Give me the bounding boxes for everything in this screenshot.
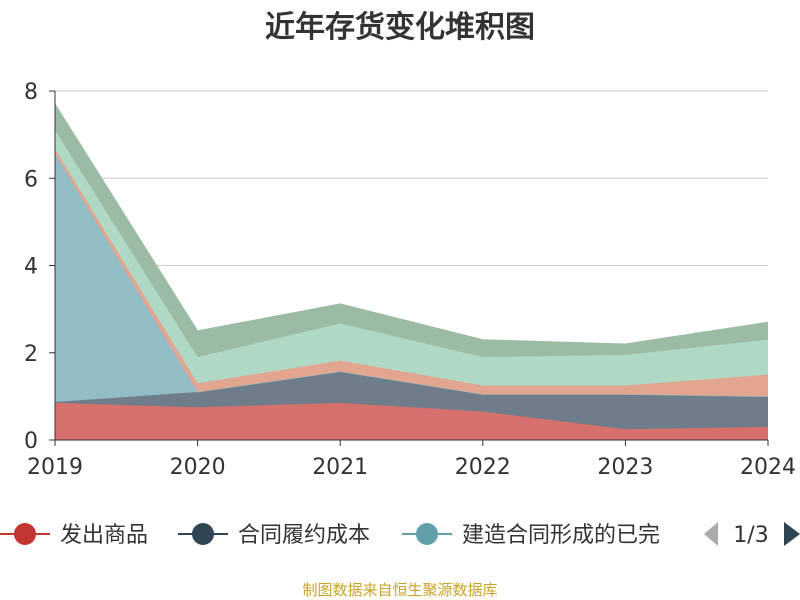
series-area-5 [55,130,768,386]
legend-page-indicator: 1/3 [733,523,768,548]
legend: 发出商品 合同履约成本 建造合同形成的已完 1/3 [0,522,800,548]
x-tick-label: 2021 [312,455,368,480]
legend-label-2: 合同履约成本 [238,523,370,548]
legend-prev-page-icon[interactable] [704,522,718,546]
x-tick-label: 2023 [597,455,653,480]
series-area-1 [55,402,768,440]
data-source-note: 制图数据来自恒生聚源数据库 [302,581,497,599]
x-tick-label: 2024 [740,455,796,480]
x-tick-label: 2019 [27,455,83,480]
y-tick-label: 4 [24,255,38,280]
y-tick-label: 8 [24,80,38,105]
legend-label-3: 建造合同形成的已完 [462,523,660,548]
series-area-2 [55,371,768,430]
stacked-areas [54,103,769,440]
axes: 2019 2020 2021 2022 2023 2024 [27,90,796,480]
chart-title: 近年存货变化堆积图 [265,10,535,45]
legend-marker-2 [192,523,214,545]
series-line-6 [54,103,769,345]
legend-marker-1 [14,523,36,545]
legend-label-1: 发出商品 [60,523,148,548]
series-area-3 [55,153,768,402]
legend-next-page-icon[interactable] [784,522,800,546]
x-tick-label: 2020 [170,455,226,480]
x-tick-label: 2022 [455,455,511,480]
legend-marker-3 [416,523,438,545]
y-tick-label: 2 [24,342,38,367]
y-tick-label: 6 [24,167,38,192]
y-tick-label: 0 [24,429,38,454]
